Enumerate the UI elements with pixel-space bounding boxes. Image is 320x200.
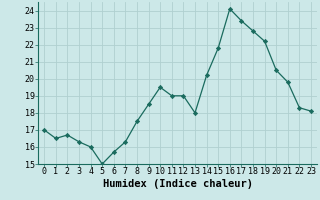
X-axis label: Humidex (Indice chaleur): Humidex (Indice chaleur): [103, 179, 252, 189]
